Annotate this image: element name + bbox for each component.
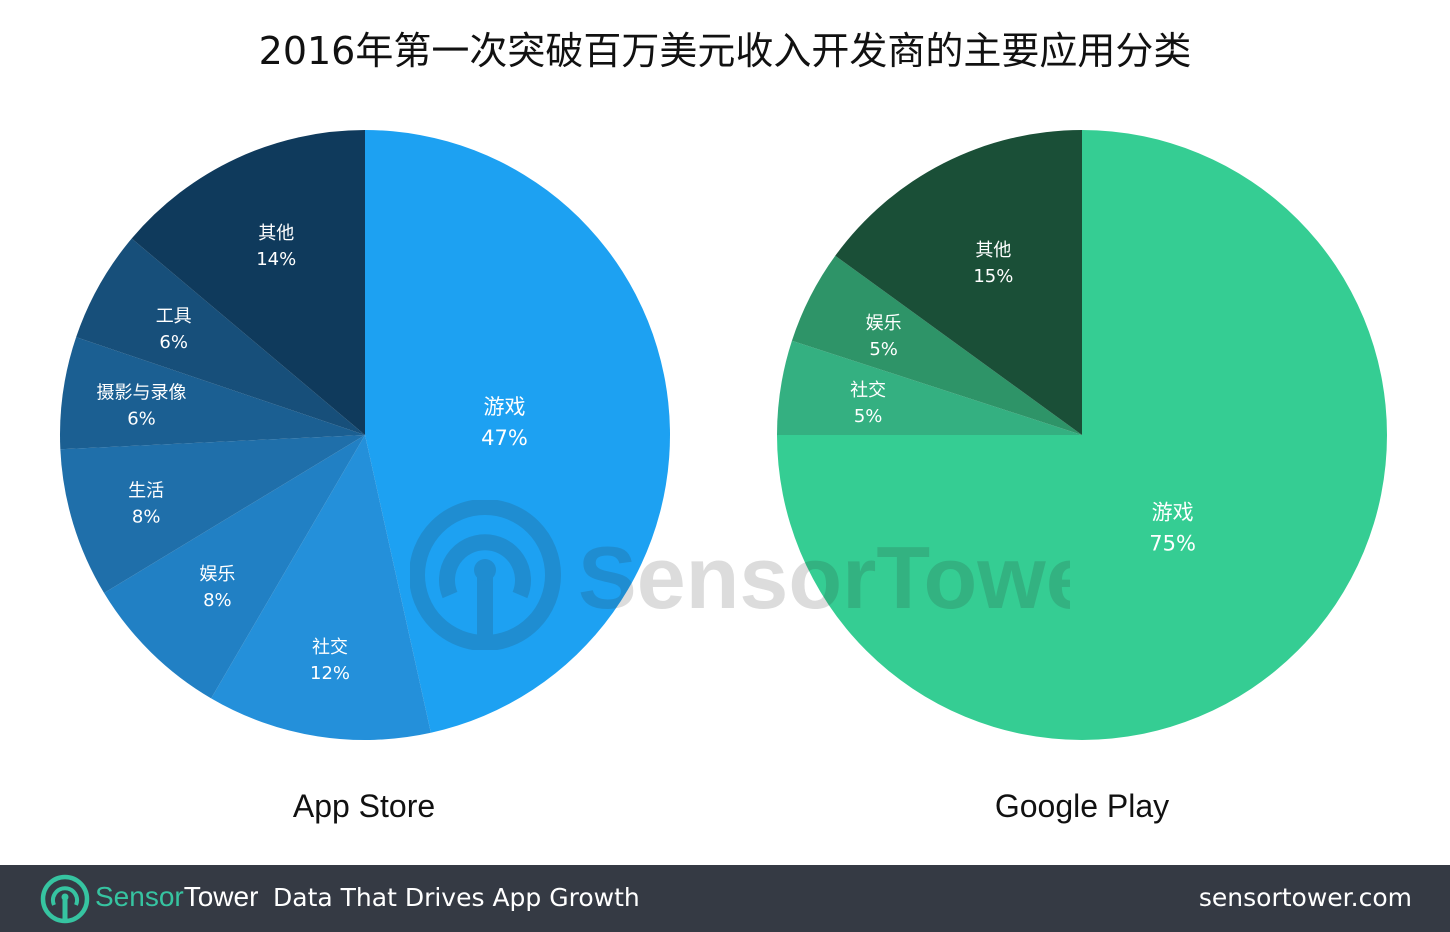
app-store-slice-4 (60, 337, 365, 450)
google-play-slice-label: 游戏 (1152, 501, 1194, 525)
app-store-slice-label: 摄影与录像 (97, 383, 187, 404)
footer-brand[interactable]: SensorTower (95, 881, 258, 913)
google-play-pie: 游戏 75% 社交 5% 娱乐 5% 其他 15% (777, 130, 1387, 740)
brand-sensor: Sensor (95, 881, 184, 912)
brand-tower: Tower (183, 881, 259, 912)
app-store-slice-6 (131, 130, 365, 435)
footer-bar: SensorTower Data That Drives App Growth … (0, 865, 1450, 932)
google-play-slice-percent: 5% (854, 406, 883, 427)
google-play-label: Google Play (994, 788, 1170, 824)
chart-title: 2016年第一次突破百万美元收入开发商的主要应用分类 (258, 29, 1192, 73)
app-store-slice-percent: 14% (256, 249, 296, 270)
google-play-slice-label: 社交 (850, 380, 886, 401)
app-store-slice-label: 其他 (258, 223, 294, 244)
google-play-slice-3 (835, 130, 1082, 435)
app-store-slice-percent: 6% (159, 332, 188, 353)
google-play-slice-label: 其他 (975, 240, 1011, 261)
google-play-slice-percent: 75% (1149, 532, 1196, 556)
app-store-slice-2 (104, 435, 365, 699)
app-store-slice-1 (211, 435, 431, 740)
app-store-slice-percent: 8% (203, 590, 232, 611)
sensortower-logo-icon (40, 874, 90, 924)
app-store-slice-3 (60, 435, 366, 593)
pie-charts: 游戏 47% 社交 12% 娱乐 8% 生活 8% 摄影与录像 6% 工具 6% 其他 14% 游戏 75%… (60, 130, 1387, 740)
google-play-slice-1 (777, 340, 1082, 435)
app-store-slice-label: 娱乐 (199, 564, 235, 585)
app-store-pie: 游戏 47% 社交 12% 娱乐 8% 生活 8% 摄影与录像 6% 工具 6% 其他 14% (60, 130, 670, 740)
app-store-slice-label: 社交 (312, 637, 348, 658)
app-store-slice-percent: 12% (310, 663, 350, 684)
google-play-slice-2 (791, 255, 1082, 435)
app-store-slice-0 (365, 130, 670, 733)
app-store-slice-label: 工具 (156, 306, 192, 327)
google-play-slice-percent: 15% (973, 266, 1013, 287)
app-store-slice-label: 生活 (128, 481, 164, 502)
app-store-slice-percent: 47% (481, 426, 528, 450)
app-store-slice-label: 游戏 (483, 395, 525, 419)
app-store-label: App Store (292, 788, 436, 824)
google-play-slice-percent: 5% (869, 339, 898, 360)
google-play-slice-label: 娱乐 (866, 313, 902, 334)
app-store-slice-5 (76, 238, 366, 435)
footer-tagline: Data That Drives App Growth (273, 883, 640, 912)
app-store-slice-percent: 6% (127, 409, 156, 430)
footer-website-link[interactable]: sensortower.com (1198, 883, 1412, 912)
app-store-slice-percent: 8% (132, 507, 161, 528)
